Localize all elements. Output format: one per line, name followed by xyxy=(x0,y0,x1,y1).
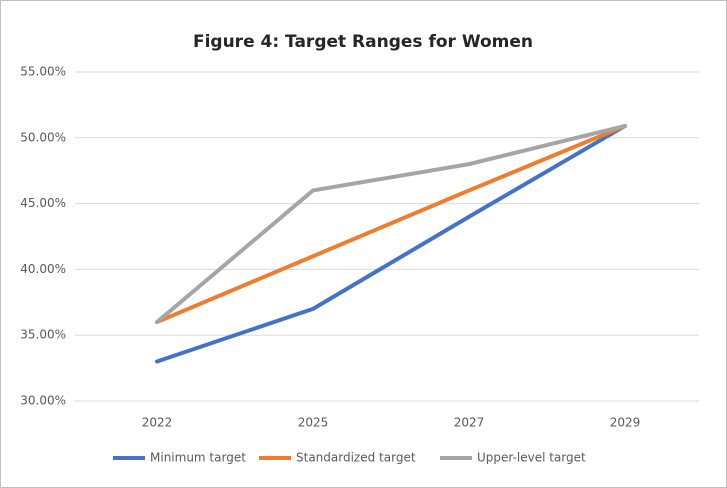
series-line xyxy=(155,123,627,325)
chart-title: Figure 4: Target Ranges for Women xyxy=(193,32,533,52)
y-tick-label: 45.00% xyxy=(20,196,66,210)
x-tick-label: 2027 xyxy=(454,416,485,430)
y-tick-label: 30.00% xyxy=(20,394,66,408)
legend-label: Upper-level target xyxy=(477,451,586,465)
x-tick-label: 2022 xyxy=(142,416,173,430)
legend-label: Standardized target xyxy=(296,451,416,465)
y-tick-label: 35.00% xyxy=(20,328,66,342)
series-line xyxy=(155,123,627,325)
y-tick-label: 50.00% xyxy=(20,130,66,144)
legend-label: Minimum target xyxy=(150,451,246,465)
series-line xyxy=(155,123,627,364)
y-tick-label: 40.00% xyxy=(20,262,66,276)
y-tick-label: 55.00% xyxy=(20,65,66,79)
x-tick-label: 2025 xyxy=(298,416,329,430)
x-tick-label: 2029 xyxy=(610,416,641,430)
